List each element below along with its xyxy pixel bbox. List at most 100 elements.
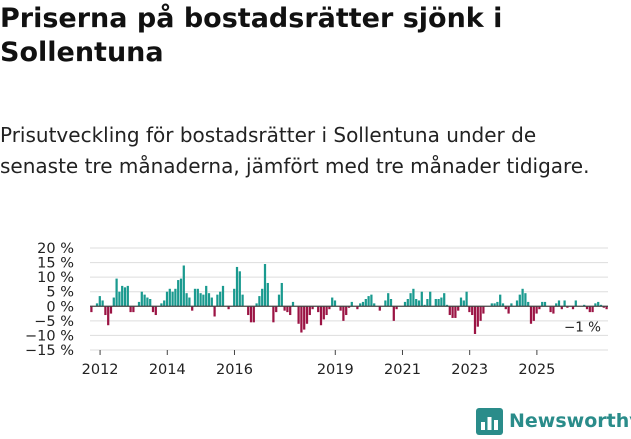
bar [112,297,115,307]
y-tick-label: −10 % [25,328,74,344]
bar [98,296,101,307]
bar [179,278,183,307]
bar [370,294,373,307]
bar [277,294,281,307]
y-tick-label: −5 % [34,314,74,330]
bar [499,294,502,307]
bar [238,271,241,307]
bar [482,306,485,314]
bar [527,301,530,307]
bar [263,264,267,307]
x-tick-label: 2012 [82,362,119,378]
bar [140,291,143,307]
bar [311,306,314,310]
bar [196,288,199,307]
bar [266,282,269,307]
bar [146,297,149,307]
bar [496,301,499,307]
bar [585,306,589,310]
bar [471,306,474,316]
bar [151,306,155,313]
bar [210,297,213,307]
bar [462,300,465,307]
y-tick-label: −15 % [25,343,74,359]
bar [367,296,370,307]
brand-name: Newsworthy [509,410,631,432]
bar [518,294,521,307]
x-tick-label: 2014 [149,362,186,378]
bar [510,303,513,307]
bar [538,306,541,310]
bar [137,301,141,307]
y-tick-label: 15 % [37,256,74,272]
bar [143,294,146,307]
bar [521,288,524,307]
bar [283,306,286,311]
last-value-annotation: −1 % [564,319,601,335]
bar [373,303,376,307]
bar [174,288,177,307]
y-tick-label: 5 % [46,285,74,301]
bar [90,306,93,313]
bar [423,304,426,307]
bar [193,288,197,307]
bar [252,306,255,323]
bar [126,285,129,307]
bar [168,288,171,307]
bar [412,288,415,307]
bar [549,306,552,313]
bar [434,299,437,307]
bar [129,306,132,313]
y-tick-label: 20 % [37,241,74,257]
bar [132,306,135,313]
x-axis-labels: 2012 2014 2016 2019 2021 2023 2025 [82,350,555,378]
bar [182,265,185,307]
bar [361,301,365,307]
x-tick-label: 2023 [451,362,488,378]
bar [165,291,169,307]
bar [233,288,236,307]
bar [109,306,113,314]
bar [415,299,418,307]
bar [479,306,482,321]
bar [115,278,118,307]
bar [347,306,351,308]
bar [275,306,278,313]
y-tick-label: 0 % [46,299,74,315]
bar [476,306,479,327]
bar [359,303,362,307]
bar [303,306,306,330]
bar [437,299,440,307]
bar [392,306,395,321]
bar [403,301,407,307]
bar [504,306,507,310]
bar [574,300,577,307]
bar [107,306,110,326]
bar [468,306,471,313]
bar [331,297,334,307]
bar [443,293,446,307]
bar [249,306,253,323]
bar [429,291,432,307]
y-tick-label: 10 % [37,270,74,286]
bar [154,306,157,316]
bar [605,306,608,310]
bar [177,280,180,307]
bar [571,306,575,310]
bar [507,306,510,314]
bar [417,300,421,307]
bar [515,300,519,307]
bar [563,300,566,307]
bar [555,303,558,307]
bar [420,291,423,307]
bar [557,300,561,307]
bar [300,306,303,333]
bar [541,301,544,307]
bar [333,300,337,307]
x-tick-label: 2016 [216,362,253,378]
bar [297,306,300,324]
bar-series [90,264,608,334]
bar [291,301,295,307]
bar [473,306,477,334]
bar [490,303,493,307]
